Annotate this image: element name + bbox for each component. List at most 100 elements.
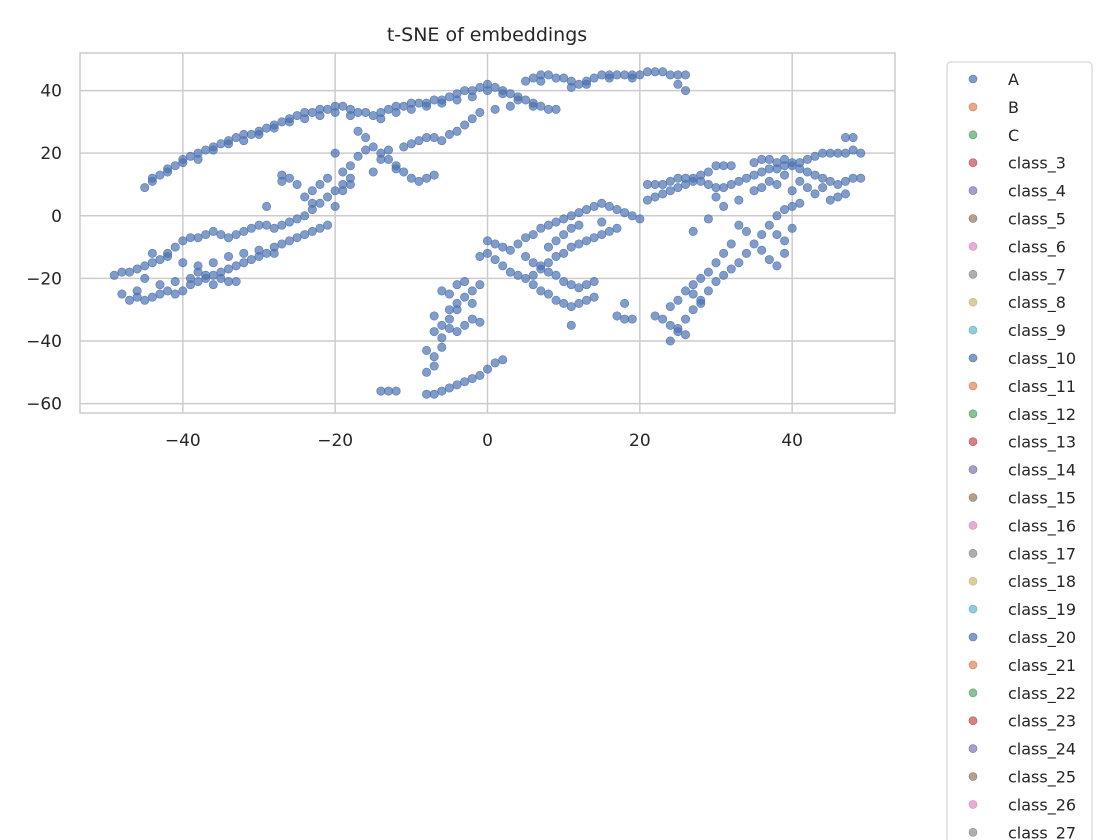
data-point: [681, 330, 691, 340]
scatter-points: [109, 67, 866, 399]
data-point: [307, 205, 317, 215]
data-point: [543, 242, 553, 252]
data-point: [627, 211, 637, 221]
x-tick-label: 20: [629, 431, 651, 451]
data-point: [650, 192, 660, 202]
data-point: [467, 92, 477, 102]
data-point: [284, 117, 294, 127]
data-point: [155, 280, 165, 290]
data-point: [277, 220, 287, 230]
data-point: [597, 230, 607, 240]
data-point: [155, 255, 165, 265]
data-point: [825, 148, 835, 158]
data-point: [589, 201, 599, 211]
legend-label: class_5: [1008, 210, 1066, 230]
data-point: [734, 195, 744, 205]
data-point: [772, 158, 782, 168]
data-point: [802, 183, 812, 193]
data-point: [810, 151, 820, 161]
data-point: [582, 79, 592, 89]
data-point: [719, 201, 729, 211]
data-point: [460, 320, 470, 330]
data-point: [345, 111, 355, 121]
data-point: [300, 192, 310, 202]
data-point: [612, 223, 622, 233]
data-point: [505, 267, 515, 277]
y-tick-label: −20: [26, 269, 62, 289]
data-point: [361, 133, 371, 143]
legend-marker: [968, 242, 978, 251]
data-point: [787, 158, 797, 168]
data-point: [201, 230, 211, 240]
data-point: [764, 255, 774, 265]
data-point: [749, 186, 759, 196]
data-point: [642, 195, 652, 205]
data-point: [642, 179, 652, 189]
data-point: [246, 255, 256, 265]
data-point: [307, 226, 317, 236]
data-point: [780, 205, 790, 215]
data-point: [574, 239, 584, 249]
data-point: [665, 336, 675, 346]
data-point: [650, 311, 660, 321]
data-point: [361, 107, 371, 117]
data-point: [642, 67, 652, 77]
data-point: [719, 161, 729, 171]
data-point: [848, 173, 858, 183]
data-point: [376, 154, 386, 164]
data-point: [490, 82, 500, 92]
data-point: [673, 70, 683, 80]
data-point: [193, 154, 203, 164]
data-point: [833, 192, 843, 202]
legend-marker: [968, 297, 978, 307]
data-point: [178, 158, 188, 168]
legend-marker: [968, 632, 978, 642]
data-point: [338, 167, 348, 177]
data-point: [612, 205, 622, 215]
data-point: [772, 179, 782, 189]
data-point: [262, 123, 272, 133]
data-point: [330, 186, 340, 196]
data-point: [239, 258, 249, 268]
data-point: [604, 201, 614, 211]
data-point: [231, 261, 241, 271]
data-point: [482, 86, 492, 96]
data-point: [147, 248, 157, 258]
data-point: [658, 179, 668, 189]
data-point: [246, 223, 256, 233]
data-point: [437, 98, 447, 108]
data-point: [840, 133, 850, 143]
data-point: [543, 104, 553, 114]
data-point: [178, 236, 188, 246]
data-point: [125, 295, 135, 305]
data-point: [681, 314, 691, 324]
data-point: [368, 111, 378, 121]
data-point: [795, 164, 805, 174]
data-point: [490, 255, 500, 265]
data-point: [764, 154, 774, 164]
legend-marker: [968, 130, 978, 140]
data-point: [490, 104, 500, 114]
data-point: [353, 126, 363, 136]
data-point: [521, 251, 531, 261]
data-point: [399, 142, 409, 152]
legend-label: C: [1008, 126, 1019, 145]
legend-label: class_8: [1008, 293, 1066, 313]
data-point: [300, 114, 310, 124]
data-point: [330, 201, 340, 211]
legend-marker: [968, 465, 978, 474]
data-point: [338, 101, 348, 111]
legend-label: class_16: [1008, 516, 1076, 536]
data-point: [505, 245, 515, 255]
data-point: [543, 289, 553, 299]
data-point: [559, 248, 569, 258]
data-point: [551, 217, 561, 227]
data-point: [726, 161, 736, 171]
data-point: [231, 133, 241, 143]
chart-title: t-SNE of embeddings: [387, 24, 587, 46]
data-point: [780, 170, 790, 180]
data-point: [254, 245, 264, 255]
data-point: [262, 248, 272, 258]
legend-label: class_6: [1008, 237, 1066, 257]
data-point: [452, 280, 462, 290]
